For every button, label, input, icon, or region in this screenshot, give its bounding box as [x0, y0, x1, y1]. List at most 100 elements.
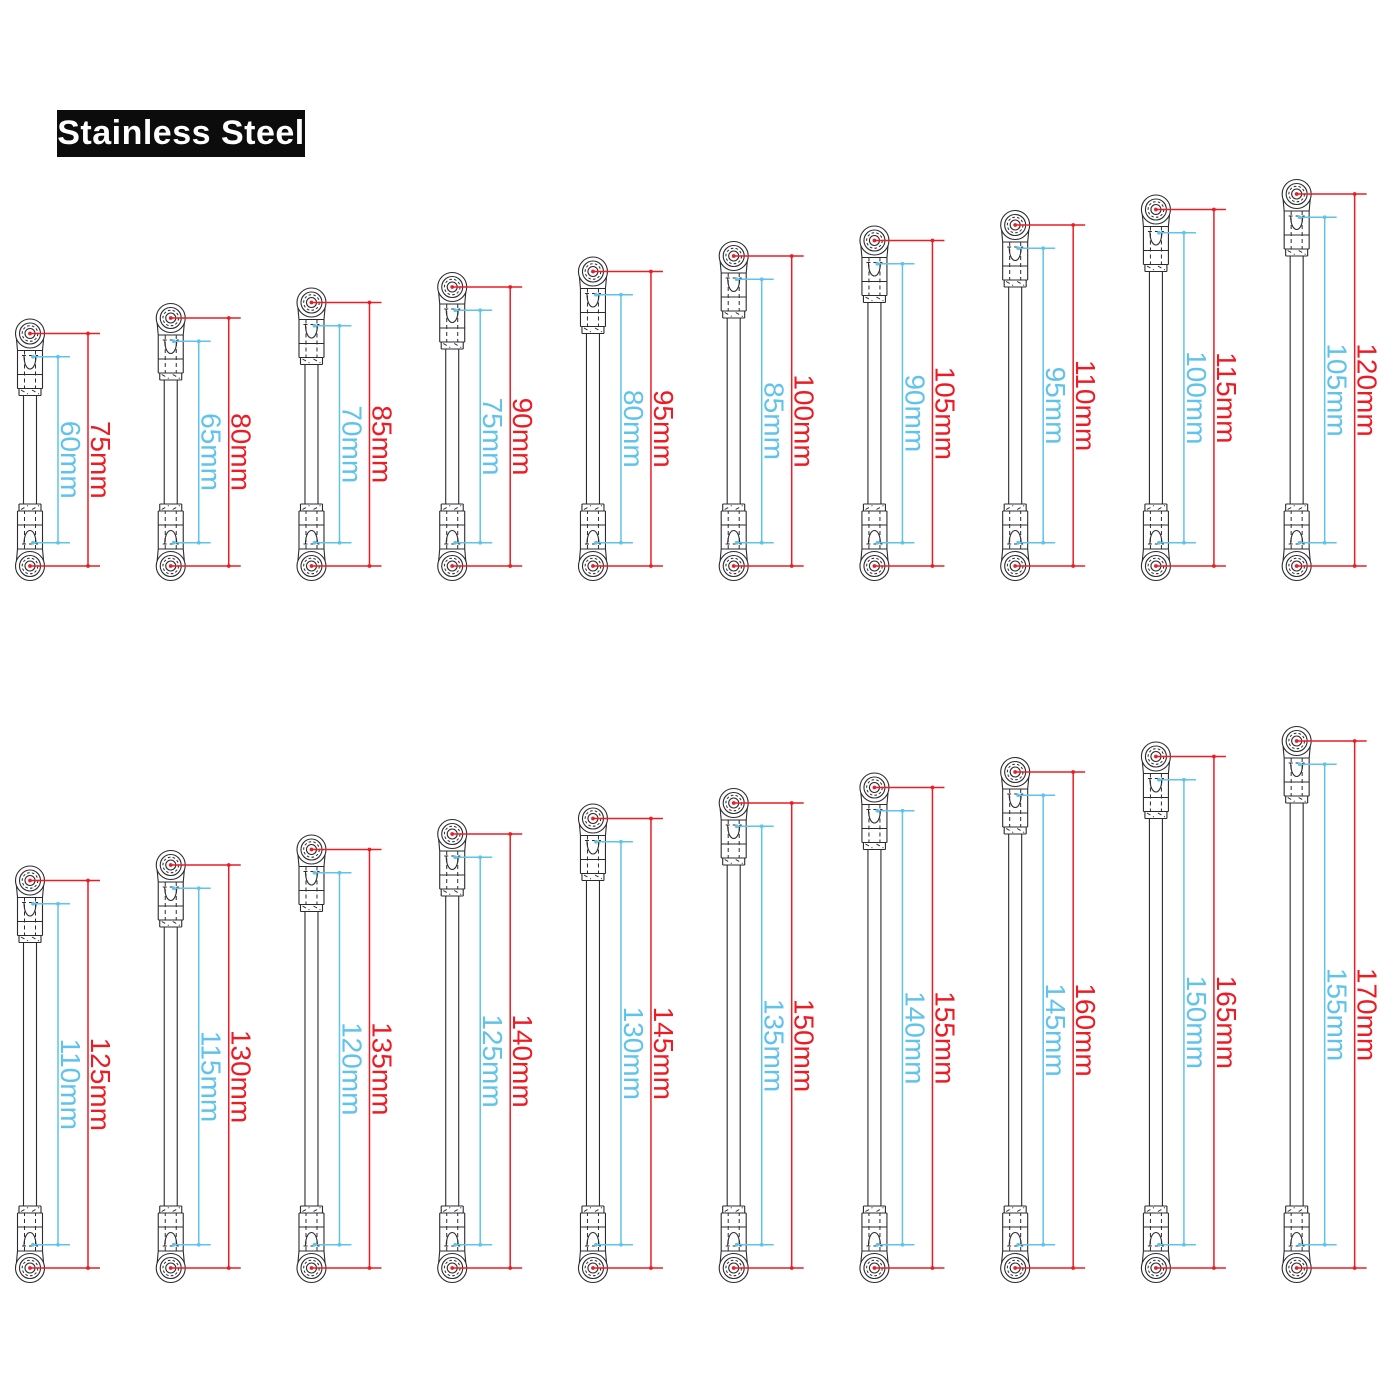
inner-dimension-label: 90mm	[899, 374, 930, 452]
overall-dimension-tick	[28, 1266, 32, 1270]
inner-dimension-tick	[875, 1242, 880, 1247]
collar-hatch	[1005, 1207, 1025, 1212]
end-neck	[1141, 548, 1171, 562]
overall-dimension-tick	[508, 1266, 513, 1270]
end-neck	[719, 807, 748, 821]
overall-dimension-tick	[930, 785, 935, 790]
overall-dimension-tick	[86, 331, 90, 336]
end-block	[439, 1212, 466, 1252]
overall-dimension-tick	[649, 564, 653, 568]
end-block	[579, 287, 607, 328]
overall-dimension-label: 160mm	[1070, 983, 1101, 1076]
end-neck	[297, 1250, 326, 1264]
inner-dimension: 130mm	[594, 839, 649, 1247]
inner-dimension-tick	[1322, 1242, 1327, 1247]
inner-dimension-tick	[337, 540, 342, 545]
hidden-thread-lines	[444, 851, 461, 889]
thread-hole-profile	[23, 1231, 37, 1247]
collar-hatch	[442, 1207, 462, 1212]
collar-hatch	[302, 905, 321, 911]
inner-dimension-label: 155mm	[1322, 968, 1353, 1061]
end-collar	[18, 503, 42, 511]
inner-dimension-tick	[56, 1242, 60, 1247]
inner-dimension-tick	[1041, 246, 1046, 251]
end-block	[579, 510, 607, 550]
end-block	[1142, 510, 1169, 550]
end-collar	[299, 503, 324, 511]
rod-shaft	[726, 865, 741, 1206]
inner-dimension-tick	[734, 824, 739, 829]
rod-drawing	[859, 225, 890, 582]
overall-dimension-label: 145mm	[648, 1007, 679, 1100]
end-collar	[581, 873, 605, 882]
overall-dimension-tick	[86, 564, 90, 568]
end-collar	[862, 295, 886, 304]
inner-dimension: 135mm	[734, 824, 790, 1247]
overall-dimension: 120mm	[1294, 192, 1383, 568]
hidden-thread-lines	[1007, 511, 1024, 549]
inner-dimension: 70mm	[312, 323, 367, 545]
inner-dimension-label: 150mm	[1181, 976, 1212, 1069]
overall-dimension-tick	[226, 863, 231, 867]
inner-dimension-tick	[56, 354, 60, 359]
inner-dimension-tick	[619, 839, 623, 844]
inner-dimension-tick	[1157, 1242, 1161, 1247]
overall-dimension-tick	[1013, 770, 1018, 774]
overall-dimension-tick	[1154, 207, 1158, 212]
end-collar	[159, 503, 183, 511]
hidden-thread-lines	[444, 304, 461, 342]
overall-dimension: 80mm	[168, 316, 257, 568]
overall-dimension-tick	[86, 878, 90, 883]
overall-dimension-tick	[1294, 564, 1299, 568]
overall-dimension-tick	[367, 300, 372, 305]
collar-hatch	[865, 505, 884, 510]
inner-dimension: 95mm	[1016, 246, 1071, 545]
end-block	[298, 510, 325, 550]
end-collar	[18, 388, 42, 397]
rod-drawing	[1000, 209, 1031, 582]
end-collar	[581, 503, 605, 511]
overall-dimension: 130mm	[168, 863, 257, 1270]
rod-drawing	[1281, 725, 1312, 1284]
hidden-thread-lines	[725, 273, 742, 311]
overall-dimension-tick	[168, 564, 173, 568]
end-neck	[438, 548, 467, 562]
end-neck	[1282, 1250, 1311, 1264]
end-collar	[862, 503, 886, 511]
end-block	[1142, 772, 1169, 813]
rod-drawing	[1140, 741, 1171, 1284]
inner-dimension-tick	[1016, 793, 1021, 798]
hidden-thread-lines	[866, 511, 883, 549]
end-block	[720, 819, 747, 859]
overall-dimension-tick	[508, 564, 513, 568]
inner-dimension-label: 95mm	[1040, 367, 1071, 445]
overall-dimension-tick	[1212, 564, 1216, 568]
collar-hatch	[724, 505, 743, 510]
overall-dimension-tick	[649, 816, 653, 821]
overall-dimension-tick	[450, 285, 455, 289]
collar-hatch	[20, 936, 40, 942]
end-collar	[1003, 1205, 1027, 1213]
hidden-thread-lines	[22, 897, 38, 936]
end-collar	[299, 357, 324, 366]
collar-hatch	[161, 505, 180, 510]
collar-hatch	[1005, 828, 1025, 833]
inner-dimension-tick	[1016, 540, 1021, 545]
rod-drawing	[14, 865, 46, 1284]
hidden-thread-lines	[584, 288, 601, 327]
thread-hole-profile	[1290, 762, 1304, 778]
inner-dimension-tick	[337, 323, 342, 328]
inner-dimension-tick	[196, 1242, 201, 1247]
hidden-thread-lines	[22, 350, 38, 389]
hidden-thread-lines	[303, 866, 320, 905]
overall-dimension-tick	[168, 1266, 173, 1270]
inner-dimension-tick	[1297, 215, 1302, 220]
rod-drawing	[155, 302, 186, 582]
end-collar	[1144, 264, 1168, 273]
overall-dimension-label: 150mm	[789, 999, 820, 1092]
overall-dimension-tick	[789, 564, 794, 568]
overall-dimension-tick	[872, 238, 877, 243]
